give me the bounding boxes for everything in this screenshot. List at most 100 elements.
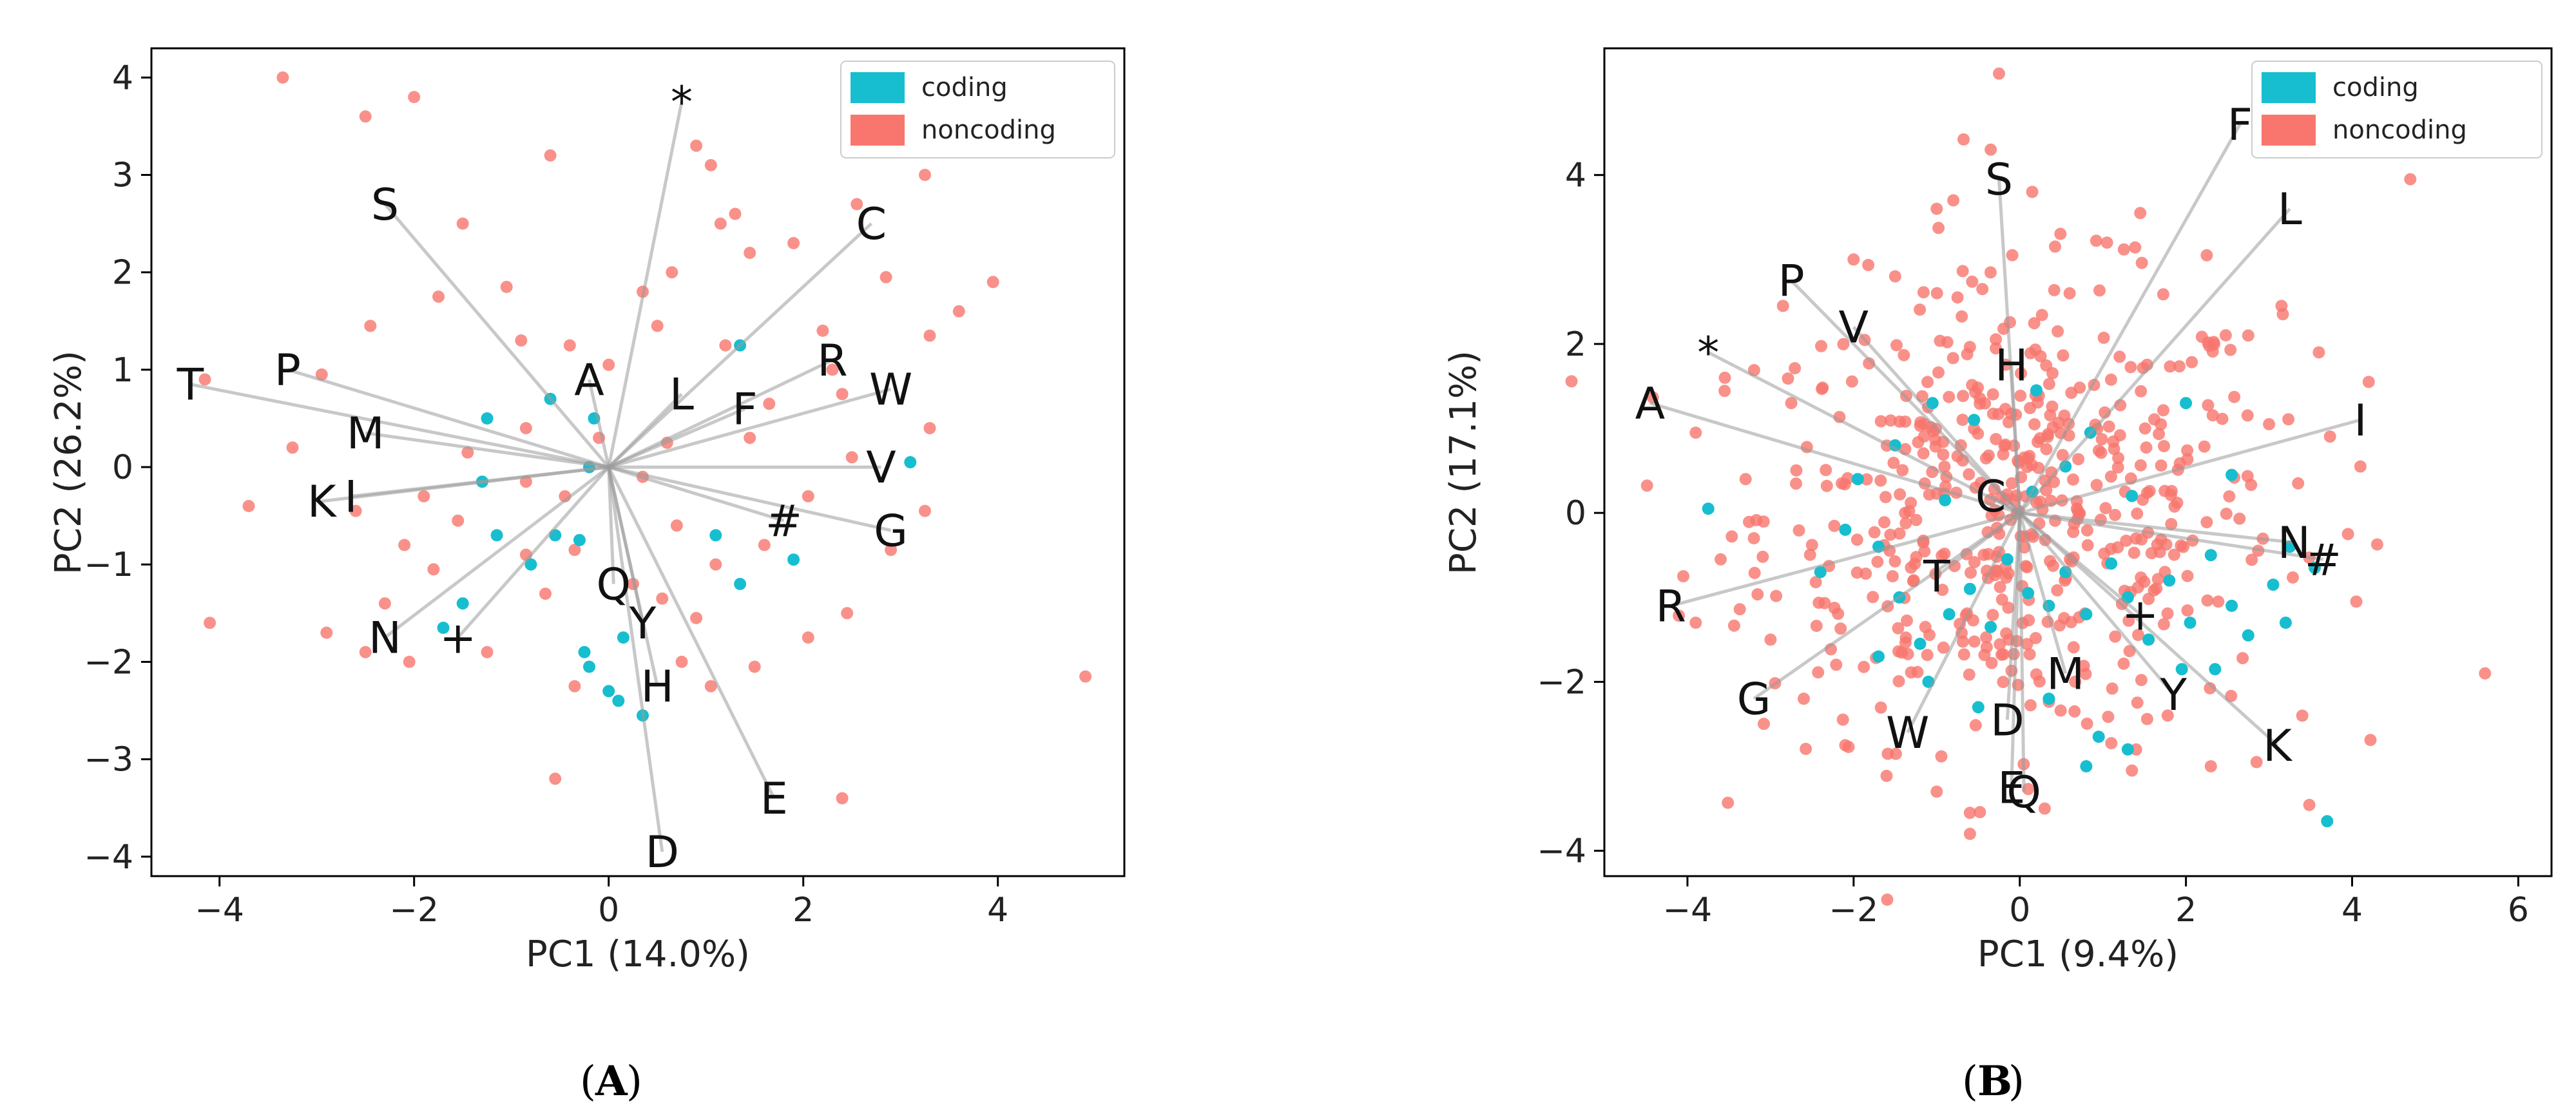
noncoding-point	[568, 544, 581, 557]
panel-label-a: ( A )	[580, 1057, 642, 1105]
noncoding-point	[1889, 270, 1901, 283]
noncoding-point	[1994, 638, 2006, 651]
noncoding-point	[1862, 258, 1875, 271]
x-tick-label: −4	[1663, 891, 1713, 930]
noncoding-point	[1934, 334, 1946, 347]
noncoding-point	[923, 422, 936, 435]
loading-label: V	[1839, 303, 1869, 354]
noncoding-point	[2102, 711, 2115, 723]
noncoding-point	[1715, 553, 1727, 566]
coding-point	[2309, 561, 2321, 574]
noncoding-point	[2212, 595, 2225, 608]
noncoding-point	[1850, 533, 1863, 546]
noncoding-point	[923, 329, 936, 342]
noncoding-point	[1899, 517, 1912, 530]
noncoding-point	[2100, 236, 2113, 249]
loading-arrow-v	[1852, 326, 2021, 514]
noncoding-point	[1951, 291, 1964, 304]
legend-label-noncoding-a: noncoding	[921, 115, 1056, 145]
coding-point	[524, 558, 537, 571]
loading-label: A	[1635, 379, 1666, 430]
loading-label: G	[874, 506, 908, 557]
coding-point	[2225, 468, 2238, 481]
y-tick-label: 4	[112, 59, 133, 97]
noncoding-point	[2097, 331, 2110, 344]
loading-arrow-w	[608, 387, 892, 469]
noncoding-point	[198, 373, 211, 386]
noncoding-point	[1896, 464, 1909, 477]
noncoding-point	[2028, 317, 2041, 330]
loading-label: +	[2122, 590, 2158, 641]
noncoding-point	[568, 680, 581, 693]
loading-label: C	[856, 199, 887, 250]
noncoding-point	[729, 207, 742, 220]
noncoding-point	[2250, 756, 2263, 769]
loading-label: N	[2278, 518, 2311, 569]
coding-point	[2184, 617, 2196, 629]
loading-arrow-l	[607, 392, 683, 468]
noncoding-point	[1917, 286, 1930, 299]
coding-point	[1839, 523, 1852, 536]
noncoding-point	[1815, 340, 1827, 352]
noncoding-point	[2126, 764, 2139, 777]
noncoding-point	[2404, 173, 2417, 186]
coding-point	[1985, 620, 1997, 633]
coding-point	[617, 631, 630, 644]
noncoding-point	[1805, 539, 1818, 551]
noncoding-point	[1935, 750, 1948, 763]
loading-arrow-p	[287, 368, 610, 469]
coding-point	[490, 529, 503, 542]
noncoding-point	[719, 339, 732, 352]
noncoding-point	[2140, 713, 2153, 725]
noncoding-point	[2241, 409, 2254, 422]
loading-label: Q	[597, 560, 631, 611]
noncoding-point	[1898, 349, 1910, 361]
noncoding-point	[2195, 330, 2208, 343]
noncoding-point	[1836, 713, 1849, 726]
panel-b-chart: F S L PV * H A I C N# T R + M Y G D W K EQ −4 −2 0 2 4 6 −4 −2 0 2 4…	[1443, 47, 2553, 1105]
coding-points-b	[1702, 384, 2334, 828]
noncoding-point	[1986, 609, 1999, 622]
coding-point	[734, 578, 747, 590]
noncoding-point	[519, 422, 532, 435]
y-tick-label: −4	[84, 838, 133, 877]
noncoding-point	[2043, 378, 2055, 390]
x-tick-label: −2	[1829, 891, 1879, 930]
noncoding-point	[2122, 615, 2135, 627]
panel-label-b: ( B )	[1962, 1057, 2024, 1105]
y-tick-label: 2	[112, 254, 133, 292]
noncoding-point	[1974, 392, 1986, 405]
legend-frame-a	[840, 61, 1115, 158]
noncoding-point	[2073, 508, 2086, 521]
noncoding-point	[1785, 397, 1798, 410]
noncoding-point	[286, 441, 299, 454]
noncoding-point	[2157, 618, 2170, 631]
noncoding-point	[539, 588, 552, 600]
noncoding-point	[349, 504, 362, 517]
noncoding-point	[1963, 807, 1976, 819]
x-tick-label: −2	[389, 891, 439, 930]
noncoding-point	[802, 490, 814, 502]
y-tick-label: 2	[1565, 325, 1586, 364]
noncoding-point	[1894, 488, 1907, 501]
noncoding-point	[2128, 546, 2140, 559]
y-tick-label: −3	[84, 741, 133, 779]
coding-point	[2001, 553, 2014, 566]
noncoding-point	[2058, 409, 2071, 422]
noncoding-point	[2219, 329, 2232, 341]
noncoding-point	[2105, 737, 2118, 750]
y-tick-label: 0	[1565, 494, 1586, 533]
loading-arrow-l	[2018, 207, 2291, 514]
noncoding-point	[1921, 376, 1934, 388]
x-tick-label: 2	[2175, 891, 2196, 930]
noncoding-point	[2370, 538, 2383, 551]
noncoding-point	[1878, 516, 1890, 529]
noncoding-point	[1994, 580, 2006, 593]
noncoding-point	[1812, 666, 1825, 679]
y-ticks-a: −4 −3 −2 −1 0 1 2 3 4	[84, 59, 151, 877]
noncoding-point	[2026, 186, 2039, 198]
noncoding-point	[2044, 409, 2057, 422]
noncoding-point	[1733, 603, 1746, 616]
noncoding-point	[2164, 489, 2177, 501]
noncoding-point	[2039, 474, 2052, 487]
